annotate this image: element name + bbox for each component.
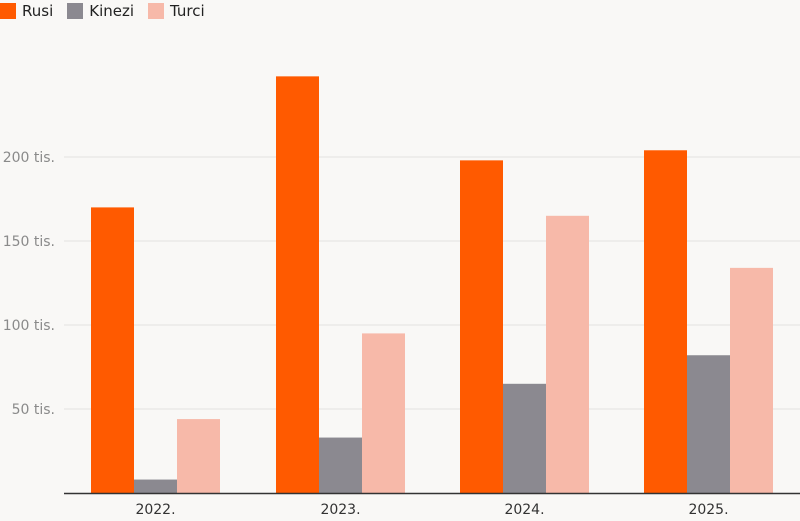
legend-item-turci: Turci (148, 2, 205, 20)
bar-kinezi-2024 (503, 383, 546, 493)
x-axis-labels: 2022. 2023. 2024. 2025. (135, 502, 728, 518)
bar-turci-2024 (546, 215, 589, 494)
bar-turci-2025 (730, 267, 773, 493)
bar-rusi-2025 (644, 150, 687, 493)
bar-rusi-2023 (276, 76, 319, 494)
legend-swatch-rusi (0, 3, 16, 19)
bar-turci-2022 (177, 419, 220, 493)
legend-swatch-turci (148, 3, 165, 19)
x-tick-label: 2023. (320, 502, 360, 518)
bars (91, 76, 773, 494)
bar-rusi-2024 (460, 160, 503, 494)
y-tick-label: 200 tis. (3, 150, 55, 166)
legend-label-rusi: Rusi (22, 2, 54, 20)
x-tick-label: 2025. (688, 502, 728, 518)
bar-kinezi-2022 (134, 479, 177, 493)
bar-turci-2023 (362, 333, 405, 493)
legend: Rusi Kinezi Turci (0, 2, 205, 20)
legend-swatch-kinezi (67, 3, 84, 19)
legend-label-turci: Turci (170, 2, 205, 20)
bar-kinezi-2025 (687, 355, 730, 493)
x-tick-label: 2022. (135, 502, 175, 518)
y-tick-label: 50 tis. (12, 402, 55, 418)
y-tick-label: 100 tis. (3, 318, 55, 334)
legend-item-rusi: Rusi (0, 2, 53, 20)
bar-kinezi-2023 (319, 437, 362, 493)
y-axis-ticks: 50 tis. 100 tis. 150 tis. 200 tis. (3, 150, 55, 418)
legend-label-kinezi: Kinezi (89, 2, 135, 20)
bar-rusi-2022 (91, 207, 134, 493)
x-tick-label: 2024. (504, 502, 544, 518)
y-tick-label: 150 tis. (3, 234, 55, 250)
legend-item-kinezi: Kinezi (67, 2, 134, 20)
